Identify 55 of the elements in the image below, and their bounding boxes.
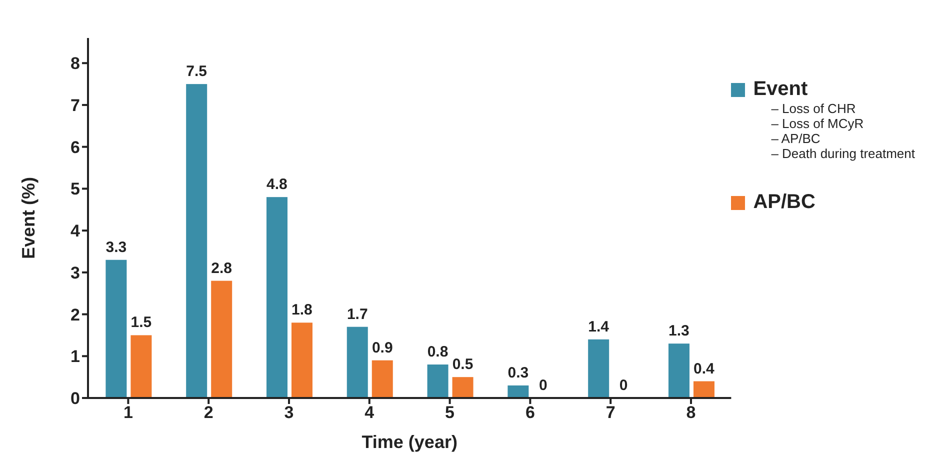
- data-label: 1.5: [130, 314, 152, 332]
- data-label: 3.3: [106, 238, 127, 256]
- x-tick-label: 3: [284, 403, 294, 422]
- x-tick-label: 1: [123, 403, 133, 422]
- bar: [372, 360, 393, 398]
- text: – Loss of CHR: [771, 101, 857, 116]
- bar: [291, 322, 312, 398]
- x-tick-label: 6: [525, 403, 535, 422]
- data-label: 7.5: [186, 63, 208, 80]
- data-label: 1.7: [346, 306, 368, 323]
- data-label: 0.8: [427, 344, 448, 361]
- x-tick-label: 8: [686, 403, 696, 422]
- text: – AP/BC: [771, 131, 822, 146]
- y-tick-label: 8: [70, 54, 80, 74]
- data-label: 1.4: [588, 318, 610, 336]
- x-tick-label: 5: [445, 403, 455, 422]
- data-label: 0.9: [372, 339, 393, 356]
- bar: [266, 197, 288, 398]
- bar: [211, 280, 232, 398]
- x-tick-label: 4: [364, 403, 375, 422]
- bar: [106, 260, 127, 398]
- data-label: 0: [619, 377, 628, 394]
- y-tick-label: 2: [70, 305, 80, 324]
- y-tick-label: 5: [70, 180, 80, 199]
- bar: [588, 339, 610, 398]
- y-tick-label: 1: [70, 347, 80, 366]
- data-label: 2.8: [211, 260, 232, 277]
- data-label: 0.4: [694, 360, 716, 378]
- bar: [452, 377, 474, 398]
- legend-label: Event: [752, 78, 809, 101]
- bar: [130, 335, 152, 398]
- data-label: 0.3: [508, 364, 529, 382]
- data-label: 4.8: [266, 176, 288, 194]
- bar: [427, 364, 448, 398]
- y-tick-label: 7: [70, 96, 80, 116]
- data-label: 0.5: [452, 356, 474, 374]
- y-tick-label: 3: [70, 263, 80, 282]
- x-tick-label: 2: [204, 403, 214, 422]
- legend-label: AP/BC: [752, 191, 816, 214]
- bar: [668, 344, 690, 398]
- bar: [508, 385, 529, 398]
- bar: [186, 84, 208, 398]
- x-tick-label: 7: [606, 403, 616, 422]
- bar: [346, 326, 368, 398]
- y-tick-label: 6: [70, 138, 80, 157]
- data-label: 1.3: [668, 322, 690, 340]
- data-label: 0: [539, 377, 548, 394]
- text: – Loss of MCyR: [771, 116, 865, 131]
- data-label: 1.8: [292, 302, 312, 319]
- y-tick-label: 0: [70, 389, 80, 408]
- x-axis-title: Time (year): [362, 432, 458, 452]
- y-axis-title: Event (%): [18, 176, 38, 260]
- y-tick-label: 4: [70, 222, 81, 241]
- text: – Death during treatment: [771, 146, 915, 161]
- bar: [693, 381, 714, 398]
